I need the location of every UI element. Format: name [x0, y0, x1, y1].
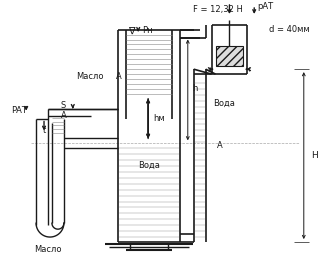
Bar: [215, 46, 243, 66]
Text: F = 12,32 H: F = 12,32 H: [193, 5, 243, 14]
Text: d = 40мм: d = 40мм: [269, 25, 310, 34]
Text: t: t: [42, 126, 46, 135]
Text: A: A: [217, 141, 222, 150]
Text: H: H: [311, 151, 318, 160]
Text: PАТ: PАТ: [11, 106, 27, 115]
Text: Масло: Масло: [34, 245, 62, 254]
Text: Вода: Вода: [138, 161, 160, 170]
Text: Pн: Pн: [142, 26, 153, 35]
Text: S: S: [60, 101, 66, 110]
Text: hм: hм: [153, 114, 165, 123]
Text: A: A: [115, 72, 121, 81]
Text: A: A: [61, 111, 67, 120]
Text: Вода: Вода: [214, 99, 235, 108]
Text: pАТ: pАТ: [257, 2, 273, 11]
Text: ∇: ∇: [128, 26, 135, 36]
Text: h: h: [192, 84, 197, 93]
Text: Масло: Масло: [76, 72, 103, 81]
